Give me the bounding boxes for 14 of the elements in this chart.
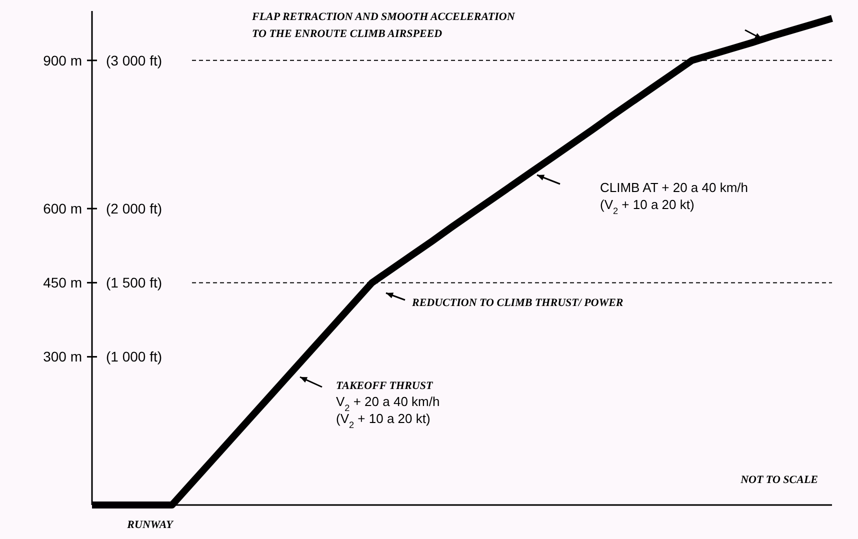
- y-tick-label: 300 m: [43, 348, 82, 365]
- annotation: CLIMB AT + 20 a 40 km/h (V$_{2}$ + 10 a 20 kt): [600, 180, 748, 216]
- y-tick-label: 900 m: [43, 52, 82, 68]
- y-tick-label: 600 m: [43, 200, 82, 216]
- text: RUNWAY: [126, 519, 174, 531]
- y2-tick-label: (2 000 ft): [106, 200, 162, 216]
- annotation: FLAP RETRACTION AND SMOOTH ACCELERATION TO THE ENROUTE CLIMB AIRSPEED: [251, 11, 516, 40]
- annotation: REDUCTION TO CLIMB THRUST/ POWER: [411, 297, 624, 309]
- annotation: TAKEOFF THRUST V$_{2}$ + 20 a 40 km/h (V$_{2}$ + 10 a 20 kt): [336, 380, 440, 430]
- annotation: NOT TO SCALE: [740, 474, 818, 486]
- y2-tick-label: (3 000 ft): [106, 52, 162, 68]
- y2-tick-label: (1 000 ft): [106, 348, 162, 365]
- y2-tick-label: (1 500 ft): [106, 274, 162, 291]
- y-tick-label: 450 m: [43, 274, 82, 291]
